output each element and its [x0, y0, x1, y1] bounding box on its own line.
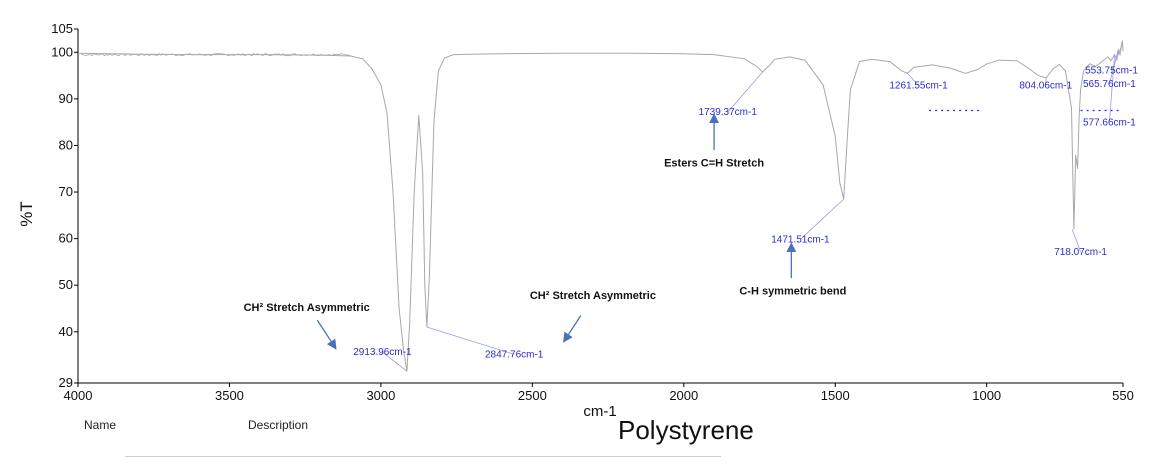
peak-label: 1261.55cm-1 [889, 81, 948, 92]
y-tick-label: 80 [59, 137, 73, 152]
ticks-layer: 4000 3500 3000 2500 2000 1500 1000 550 29 40 50 60 7… [51, 21, 1134, 403]
y-tick-label: 29 [59, 375, 73, 390]
y-tick-label: 50 [59, 277, 73, 292]
peak-leader-line [800, 199, 843, 239]
y-tick-label: 100 [51, 44, 73, 59]
x-axis-title: cm-1 [583, 403, 616, 420]
peak-label: 2847.76cm-1 [485, 349, 544, 360]
annotation-text: C-H symmetric bend [739, 286, 846, 298]
footer-name-label: Name [84, 418, 116, 432]
y-tick-label: 60 [59, 231, 73, 246]
annotation-arrow [564, 315, 581, 341]
annotation-text: CH² Stretch Asymmetric [244, 302, 370, 314]
peak-label: 804.06cm-1 [1019, 81, 1072, 92]
peak-label: 2913.96cm-1 [353, 347, 412, 358]
x-tick-label: 1000 [972, 388, 1001, 403]
footer-description-label: Description [248, 418, 308, 432]
x-tick-label: 2500 [518, 388, 547, 403]
y-tick-label: 90 [59, 91, 73, 106]
y-tick-label: 105 [51, 21, 73, 36]
y-tick-label: 70 [59, 184, 73, 199]
peak-label: 1471.51cm-1 [771, 234, 830, 245]
x-tick-label: 3500 [215, 388, 244, 403]
peak-leader-line [728, 72, 763, 112]
x-tick-label: 4000 [64, 388, 93, 403]
x-tick-label: 550 [1112, 388, 1134, 403]
y-axis-title: %T [17, 201, 36, 227]
spectrum-line [78, 41, 1123, 372]
peak-label: 553.75cm-1 [1085, 66, 1138, 77]
annotation-layer: CH² Stretch Asymmetric CH² Stretch Asymme… [244, 115, 847, 348]
annotation-text: Esters C=H Stretch [664, 157, 764, 169]
x-tick-label: 2000 [669, 388, 698, 403]
peak-label: 577.66cm-1 [1083, 117, 1136, 128]
peak-label: 718.07cm-1 [1054, 247, 1107, 258]
series-layer [78, 41, 1123, 372]
x-tick-label: 1500 [821, 388, 850, 403]
annotation-arrow [317, 320, 335, 348]
peak-label: 565.76cm-1 [1083, 79, 1136, 90]
chart-title: Polystyrene [618, 415, 754, 446]
axes-layer [78, 29, 1123, 383]
leader-layer [382, 45, 1121, 371]
peak-label: 1739.37cm-1 [699, 107, 758, 118]
x-tick-label: 3000 [366, 388, 395, 403]
annotation-text: CH² Stretch Asymmetric [530, 290, 656, 302]
y-tick-label: 40 [59, 324, 73, 339]
peak-label-layer: 2913.96cm-1 2847.76cm-1 1739.37cm-1 1471.51… [353, 66, 1138, 361]
footer-divider [125, 456, 721, 457]
noise-layer [81, 54, 1121, 111]
